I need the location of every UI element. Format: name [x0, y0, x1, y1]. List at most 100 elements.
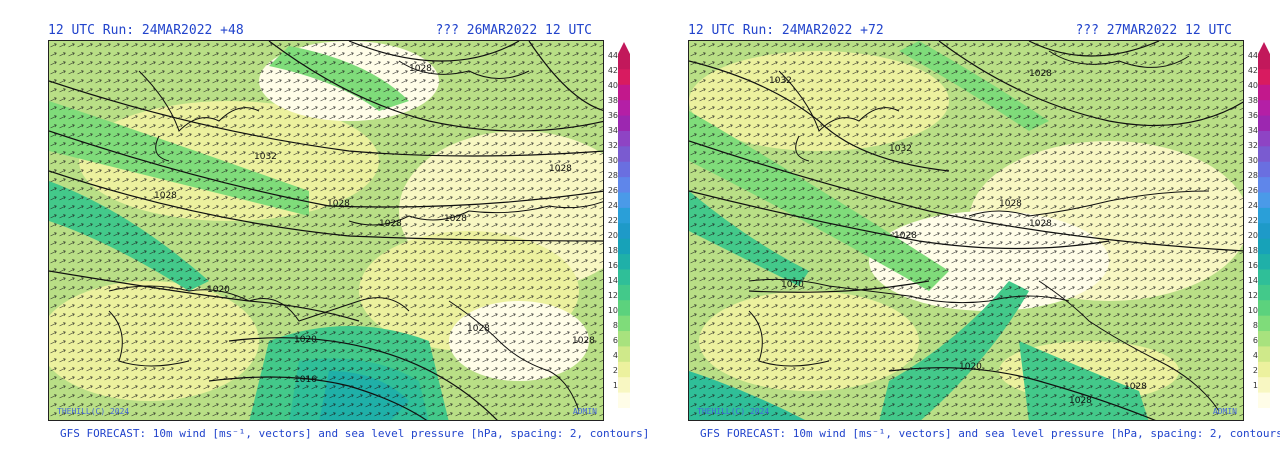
- colorbar-arrow: [1258, 42, 1270, 54]
- isobar-label: 1032: [769, 76, 792, 86]
- credit-right: ADMIN: [572, 407, 597, 416]
- colorbar-tick-label: 40: [607, 81, 618, 90]
- colorbar-segment: [618, 192, 630, 209]
- credit-right: ADMIN: [1212, 407, 1237, 416]
- colorbar-segment: [618, 315, 630, 332]
- colorbar-tick-label: 6: [612, 336, 618, 345]
- colorbar-segment: [618, 331, 630, 347]
- isobar-label: 1032: [889, 144, 912, 154]
- colorbar-tick-label: 6: [1252, 336, 1258, 345]
- colorbar-tick-label: 2: [1252, 366, 1258, 375]
- colorbar-segment: [1258, 346, 1270, 363]
- valid-time-label: ??? 27MAR2022 12 UTC: [1075, 23, 1232, 38]
- colorbar-tick-label: 28: [607, 171, 618, 180]
- colorbar-tick-label: 10: [607, 306, 618, 315]
- isobar-label: 1028: [154, 191, 177, 201]
- colorbar-tick-label: 32: [607, 141, 618, 150]
- colorbar-segment: [1258, 146, 1270, 163]
- footer-caption: GFS FORECAST: 10m wind [ms⁻¹, vectors] a…: [60, 427, 650, 440]
- colorbar-tick-label: 14: [607, 276, 618, 285]
- colorbar-tick-label: 4: [612, 351, 618, 360]
- colorbar-segment: [618, 146, 630, 163]
- isobar-label: 1028: [444, 214, 467, 224]
- colorbar-segment: [618, 54, 630, 70]
- colorbar-segment: [1258, 361, 1270, 378]
- colorbar-segment: [618, 207, 630, 224]
- colorbar-segment: [618, 238, 630, 255]
- colorbar-tick-label: 42: [607, 66, 618, 75]
- colorbar-tick-label: 28: [1247, 171, 1258, 180]
- colorbar-tick-label: 30: [1247, 156, 1258, 165]
- isobar-label: 1032: [254, 152, 277, 162]
- wind-pressure-map[interactable]: 1032 1028 1028 1028 1028 1028 1028 1020 …: [48, 40, 604, 421]
- colorbar-segment: [618, 115, 630, 132]
- colorbar-segment: [1258, 84, 1270, 101]
- colorbar-tick-label: 1: [612, 381, 618, 390]
- isobar-label: 1028: [572, 336, 595, 346]
- colorbar-segment: [618, 130, 630, 147]
- colorbar-segment: [1258, 161, 1270, 178]
- isobar-label: 1020: [959, 362, 982, 372]
- forecast-panel-48h: 12 UTC Run: 24MAR2022 +48 ??? 26MAR2022 …: [48, 23, 649, 440]
- isobar-label: 1028: [894, 231, 917, 241]
- colorbar-segment: [1258, 54, 1270, 70]
- isobar-label: 1028: [549, 164, 572, 174]
- colorbar: [1258, 42, 1270, 409]
- colorbar-segment: [618, 100, 630, 117]
- isobar-label: 1028: [409, 64, 432, 74]
- colorbar-tick-label: 12: [607, 291, 618, 300]
- colorbar-segment: [618, 223, 630, 240]
- colorbar-tick-label: 20: [607, 231, 618, 240]
- colorbar-tick-label: 22: [1247, 216, 1258, 225]
- isobar-label: 1028: [1029, 219, 1052, 229]
- colorbar: [618, 42, 630, 409]
- wind-pressure-map[interactable]: 1032 1028 1032 1028 1028 1028 1020 1020 …: [688, 40, 1244, 421]
- isobar-label: 1020: [294, 335, 317, 345]
- colorbar-segment: [618, 161, 630, 178]
- colorbar-tick-label: 8: [1252, 321, 1258, 330]
- colorbar-tick-label: 12: [1247, 291, 1258, 300]
- isobar-label: 1028: [1029, 69, 1052, 79]
- colorbar-segment: [1258, 115, 1270, 132]
- colorbar-tick-label: 10: [1247, 306, 1258, 315]
- colorbar-tick-label: 26: [607, 186, 618, 195]
- isobar-label: 1028: [379, 219, 402, 229]
- isobar-label: 1028: [327, 199, 350, 209]
- colorbar-segment: [618, 254, 630, 270]
- isobar-label: 1016: [294, 375, 317, 385]
- colorbar-tick-label: 1: [1252, 381, 1258, 390]
- credit-left: THEHILL(C) 2024: [57, 407, 130, 416]
- credit-left: THEHILL(C) 2024: [697, 407, 770, 416]
- colorbar-segment: [1258, 223, 1270, 240]
- colorbar-segment: [618, 284, 630, 301]
- colorbar-tick-label: 44: [607, 51, 618, 60]
- colorbar-tick-label: 36: [607, 111, 618, 120]
- isobar-label: 1020: [781, 280, 804, 290]
- colorbar-segment: [1258, 254, 1270, 270]
- colorbar-tick-label: 38: [607, 96, 618, 105]
- colorbar-segment: [1258, 130, 1270, 147]
- isobar-label: 1028: [1069, 396, 1092, 406]
- colorbar-tick-label: 26: [1247, 186, 1258, 195]
- colorbar-tick-label: 32: [1247, 141, 1258, 150]
- colorbar-segment: [618, 84, 630, 101]
- colorbar-segment: [618, 177, 630, 194]
- isobar-label: 1028: [999, 199, 1022, 209]
- colorbar-tick-label: 34: [1247, 126, 1258, 135]
- colorbar-tick-label: 2: [612, 366, 618, 375]
- run-label: 12 UTC Run: 24MAR2022 +48: [48, 23, 244, 38]
- colorbar-tick-label: 30: [607, 156, 618, 165]
- colorbar-tick-label: 14: [1247, 276, 1258, 285]
- colorbar-tick-label: 8: [612, 321, 618, 330]
- valid-time-label: ??? 26MAR2022 12 UTC: [435, 23, 592, 38]
- colorbar-segment: [618, 377, 630, 394]
- colorbar-tick-label: 16: [607, 261, 618, 270]
- colorbar-segment: [1258, 192, 1270, 209]
- colorbar-segment: [1258, 100, 1270, 117]
- colorbar-segment: [1258, 331, 1270, 347]
- colorbar-segment: [1258, 392, 1270, 409]
- colorbar-segment: [1258, 269, 1270, 286]
- colorbar-tick-label: 24: [1247, 201, 1258, 210]
- colorbar-tick-label: 40: [1247, 81, 1258, 90]
- colorbar-tick-label: 24: [607, 201, 618, 210]
